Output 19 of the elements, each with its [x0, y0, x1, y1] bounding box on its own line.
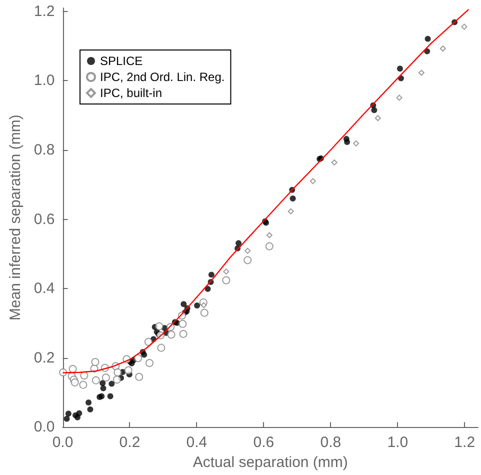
legend-label: SPLICE [100, 54, 143, 68]
legend-label: IPC, built-in [100, 86, 162, 100]
y-tick-label: 0.0 [34, 418, 55, 436]
x-tick-label: 0.2 [119, 434, 140, 452]
y-axis-title: Mean inferred separation (mm) [7, 114, 24, 321]
y-tick-label: 0.6 [34, 210, 55, 228]
y-tick-label: 0.8 [34, 142, 55, 159]
y-tick-label: 1.0 [34, 72, 55, 90]
legend-label: IPC, 2nd Ord. Lin. Reg. [100, 70, 225, 84]
x-tick-label: 0.8 [320, 434, 342, 452]
y-tick-label: 0.2 [34, 349, 55, 366]
x-tick-label: 1.2 [454, 434, 476, 452]
x-tick-label: 0.6 [253, 434, 274, 452]
x-tick-label: 1.0 [387, 434, 408, 452]
x-tick-label: 0.0 [52, 434, 74, 452]
y-tick-label: 1.2 [34, 2, 55, 20]
y-tick-label: 0.4 [34, 280, 55, 298]
x-axis-title: Actual separation (mm) [192, 454, 348, 471]
x-tick-label: 0.4 [186, 434, 208, 452]
